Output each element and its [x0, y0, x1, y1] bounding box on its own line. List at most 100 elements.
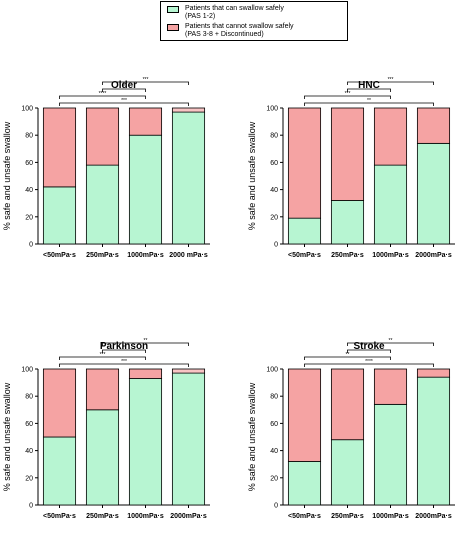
chart-4-bar-safe: [416, 376, 451, 506]
chart-2-title: HNC: [358, 80, 380, 91]
chart-4-y-tick-label: 20: [270, 475, 278, 482]
legend-label-safe: Patients that can swallow safely: [185, 5, 284, 12]
chart-4-y-tick-label: 100: [266, 367, 278, 374]
chart-1-x-tick-label: 250mPa·s: [86, 252, 119, 259]
chart-3-significance-label: ***: [121, 359, 127, 365]
chart-1-bar-safe: [85, 164, 120, 245]
chart-4-bar-safe: [330, 439, 365, 506]
chart-4-bar-safe: [373, 403, 408, 506]
chart-3-bar-unsafe: [128, 368, 163, 379]
chart-3-significance-label: **: [144, 338, 148, 344]
chart-4-significance-bracket: [347, 349, 391, 353]
chart-2-y-tick-label: 60: [270, 160, 278, 167]
chart-1-significance-label: ***: [121, 98, 127, 104]
chart-1-y-tick-label: 60: [25, 160, 33, 167]
chart-1-title: Older: [111, 80, 137, 91]
chart-1-significance-bracket: [59, 102, 189, 106]
chart-4-bar-unsafe: [416, 368, 451, 378]
chart-4-significance-label: ****: [365, 359, 373, 365]
chart-3-significance-bracket: [102, 349, 146, 353]
legend-sublabel-safe: (PAS 1-2): [185, 13, 216, 20]
chart-4-bar-unsafe: [330, 368, 365, 441]
chart-1-bar-unsafe: [128, 107, 163, 136]
legend-label-unsafe: Patients that cannot swallow safely: [185, 23, 294, 30]
chart-3-bar-unsafe: [171, 368, 206, 374]
chart-3-bar-safe: [128, 378, 163, 506]
chart-2-y-tick-label: 80: [270, 133, 278, 140]
chart-3-significance-bracket: [59, 363, 189, 367]
chart-1-bar-unsafe: [42, 107, 77, 188]
chart-2-bar-unsafe: [330, 107, 365, 201]
chart-3-significance-label: *: [123, 345, 125, 351]
chart-3-y-tick-label: 40: [25, 448, 33, 455]
chart-3-x-tick-label: <50mPa·s: [43, 513, 76, 520]
chart-2-y-tick-label: 100: [266, 106, 278, 113]
chart-3-y-tick-label: 60: [25, 421, 33, 428]
chart-1-x-tick-label: 1000mPa·s: [127, 252, 164, 259]
chart-2-bar-safe: [373, 164, 408, 245]
chart-1-bar-safe: [128, 134, 163, 245]
chart-2-y-tick-label: 0: [274, 242, 278, 249]
chart-1-y-tick-label: 100: [21, 106, 33, 113]
chart-4-significance-label: **: [346, 352, 350, 358]
chart-2-y-tick-label: 40: [270, 187, 278, 194]
chart-3-bar-unsafe: [42, 368, 77, 438]
chart-2-significance-label: ***: [388, 77, 394, 83]
chart-3-bar-safe: [42, 436, 77, 506]
chart-3-x-tick-label: 250mPa·s: [86, 513, 119, 520]
chart-1-y-tick-label: 20: [25, 214, 33, 221]
chart-2-bar-safe: [287, 217, 322, 245]
chart-1-y-tick-label: 80: [25, 133, 33, 140]
chart-3-bar-unsafe: [85, 368, 120, 411]
chart-4-significance-label: *: [368, 345, 370, 351]
chart-2-significance-label: **: [367, 98, 371, 104]
chart-1-bar-safe: [42, 186, 77, 245]
chart-1-significance-bracket: [102, 88, 146, 92]
chart-3-bar-safe: [85, 409, 120, 506]
chart-4-x-tick-label: 250mPa·s: [331, 513, 364, 520]
chart-1-x-tick-label: 2000 mPa·s: [169, 252, 208, 259]
chart-1-bar-unsafe: [171, 107, 206, 113]
chart-1-x-tick-label: <50mPa·s: [43, 252, 76, 259]
chart-1-y-axis-label: % safe and unsafe swallow: [2, 121, 12, 230]
legend-swatch-unsafe: [167, 24, 179, 31]
chart-2-x-tick-label: 250mPa·s: [331, 252, 364, 259]
chart-4-title: Stroke: [353, 341, 385, 352]
chart-2-bar-safe: [330, 200, 365, 245]
chart-3-x-tick-label: 1000mPa·s: [127, 513, 164, 520]
chart-2-y-tick-label: 20: [270, 214, 278, 221]
chart-1-significance-label: ***: [143, 77, 149, 83]
chart-4-y-tick-label: 80: [270, 394, 278, 401]
chart-4-bar-unsafe: [373, 368, 408, 405]
chart-3-y-tick-label: 0: [29, 503, 33, 510]
chart-4-significance-label: **: [389, 338, 393, 344]
legend-swatch-safe: [167, 6, 179, 13]
chart-1-significance-bracket: [102, 81, 189, 85]
chart-4-y-tick-label: 0: [274, 503, 278, 510]
chart-1-bar-safe: [171, 111, 206, 245]
chart-1-significance-bracket: [59, 95, 146, 99]
chart-3-y-tick-label: 80: [25, 394, 33, 401]
chart-4-y-tick-label: 40: [270, 448, 278, 455]
chart-2-significance-bracket: [304, 102, 434, 106]
legend: Patients that can swallow safely (PAS 1-…: [160, 1, 348, 41]
chart-4-significance-bracket: [347, 342, 434, 346]
chart-2-bar-unsafe: [373, 107, 408, 166]
chart-4-bar-safe: [287, 461, 322, 506]
chart-2-significance-bracket: [304, 95, 391, 99]
chart-3-y-tick-label: 100: [21, 367, 33, 374]
chart-1-significance-label: *: [123, 84, 125, 90]
chart-3-y-axis-label: % safe and unsafe swallow: [2, 382, 12, 491]
chart-2-x-tick-label: 2000mPa·s: [415, 252, 452, 259]
chart-3-significance-label: ***: [100, 352, 106, 358]
chart-3-significance-bracket: [102, 342, 189, 346]
chart-2-y-axis-label: % safe and unsafe swallow: [247, 121, 257, 230]
chart-2-x-tick-label: 1000mPa·s: [372, 252, 409, 259]
chart-2-significance-label: ***: [345, 91, 351, 97]
chart-3-bar-safe: [171, 372, 206, 506]
chart-1-y-tick-label: 40: [25, 187, 33, 194]
chart-2-bar-safe: [416, 142, 451, 245]
chart-2-significance-bracket: [347, 81, 434, 85]
chart-3-x-tick-label: 2000mPa·s: [170, 513, 207, 520]
